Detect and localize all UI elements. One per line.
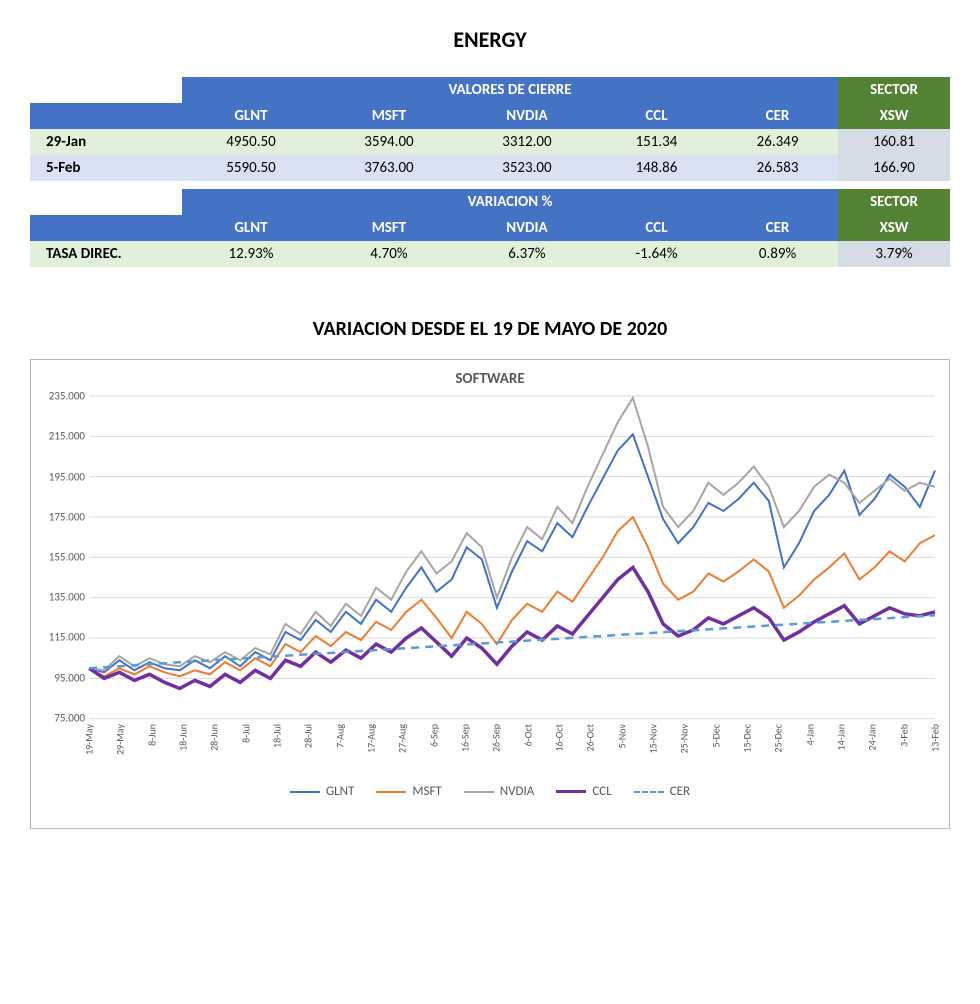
cell: 0.89% xyxy=(717,241,838,267)
variation-group-header: VARIACION % xyxy=(182,189,838,215)
cell: 12.93% xyxy=(182,241,320,267)
legend-swatch xyxy=(634,791,664,793)
x-axis-label: 26-Sep xyxy=(490,724,503,752)
x-axis-label: 25-Dec xyxy=(772,724,785,753)
chart-svg xyxy=(39,392,941,723)
legend-item: GLNT xyxy=(290,784,354,799)
cell: 3523.00 xyxy=(458,155,596,181)
cell-sector: 3.79% xyxy=(838,241,950,267)
x-axis-label: 18-Jul xyxy=(271,724,284,748)
closing-group-header: VALORES DE CIERRE xyxy=(182,77,838,103)
chart-container: SOFTWARE 75.00095.000115.000135.000155.0… xyxy=(30,359,950,829)
col-ccl: CCL xyxy=(596,215,717,241)
table-row: TASA DIREC. 12.93% 4.70% 6.37% -1.64% 0.… xyxy=(30,241,950,267)
x-axis-label: 25-Nov xyxy=(678,724,691,753)
sector-header: SECTOR xyxy=(838,189,950,215)
chart-x-axis: 19-May29-May8-Jun18-Jun28-Jun8-Jul18-Jul… xyxy=(89,722,935,778)
cell: 3312.00 xyxy=(458,129,596,155)
legend-swatch xyxy=(290,791,320,793)
table-row: 5-Feb 5590.50 3763.00 3523.00 148.86 26.… xyxy=(30,155,950,181)
sector-header: SECTOR xyxy=(838,77,950,103)
chart-inner-title: SOFTWARE xyxy=(39,370,941,388)
x-axis-label: 18-Jun xyxy=(177,724,190,751)
cell: 5590.50 xyxy=(182,155,320,181)
series-line xyxy=(89,398,935,670)
legend-item: MSFT xyxy=(376,784,441,799)
chart-title: VARIACION DESDE EL 19 DE MAYO DE 2020 xyxy=(30,317,950,341)
col-msft: MSFT xyxy=(320,103,458,129)
cell: 3594.00 xyxy=(320,129,458,155)
cell: 3763.00 xyxy=(320,155,458,181)
col-msft: MSFT xyxy=(320,215,458,241)
x-axis-label: 8-Jul xyxy=(239,724,252,743)
x-axis-label: 6-Oct xyxy=(521,724,534,746)
cell: 6.37% xyxy=(458,241,596,267)
x-axis-label: 19-May xyxy=(83,724,96,755)
x-axis-label: 26-Oct xyxy=(584,724,597,751)
x-axis-label: 15-Dec xyxy=(741,724,754,753)
x-axis-label: 17-Aug xyxy=(364,724,377,753)
row-label: 5-Feb xyxy=(30,155,182,181)
page-title: ENERGY xyxy=(30,26,950,53)
row-label: TASA DIREC. xyxy=(30,241,182,267)
cell: 151.34 xyxy=(596,129,717,155)
legend-swatch xyxy=(464,791,494,793)
row-label: 29-Jan xyxy=(30,129,182,155)
x-axis-label: 6-Sep xyxy=(427,724,440,747)
x-axis-label: 5-Nov xyxy=(615,724,628,748)
x-axis-label: 7-Aug xyxy=(333,724,346,748)
series-line xyxy=(89,615,935,668)
x-axis-label: 13-Feb xyxy=(929,724,942,752)
legend-label: NVDIA xyxy=(500,784,535,799)
x-axis-label: 5-Dec xyxy=(709,724,722,748)
col-glnt: GLNT xyxy=(182,215,320,241)
legend-label: CCL xyxy=(592,784,611,799)
legend-item: NVDIA xyxy=(464,784,535,799)
cell: -1.64% xyxy=(596,241,717,267)
series-line xyxy=(89,434,935,672)
x-axis-label: 3-Feb xyxy=(897,724,910,747)
col-nvdia: NVDIA xyxy=(458,103,596,129)
cell: 4950.50 xyxy=(182,129,320,155)
legend-label: GLNT xyxy=(326,784,354,799)
legend-item: CCL xyxy=(556,784,611,799)
col-nvdia: NVDIA xyxy=(458,215,596,241)
chart-plot-area: 75.00095.000115.000135.000155.000175.000… xyxy=(39,392,941,722)
x-axis-label: 14-Jan xyxy=(835,724,848,750)
legend-label: MSFT xyxy=(412,784,441,799)
x-axis-label: 16-Oct xyxy=(553,724,566,751)
legend-swatch xyxy=(376,791,406,793)
col-sector: XSW xyxy=(838,215,950,241)
x-axis-label: 4-Jan xyxy=(803,724,816,745)
legend-label: CER xyxy=(670,784,690,799)
x-axis-label: 24-Jan xyxy=(866,724,879,750)
x-axis-label: 28-Jul xyxy=(302,724,315,748)
col-glnt: GLNT xyxy=(182,103,320,129)
cell: 26.349 xyxy=(717,129,838,155)
col-cer: CER xyxy=(717,103,838,129)
table-row: 29-Jan 4950.50 3594.00 3312.00 151.34 26… xyxy=(30,129,950,155)
chart-legend: GLNT MSFT NVDIA CCL CER xyxy=(39,784,941,799)
cell-sector: 160.81 xyxy=(838,129,950,155)
legend-swatch xyxy=(556,790,586,793)
col-sector: XSW xyxy=(838,103,950,129)
x-axis-label: 15-Nov xyxy=(646,724,659,753)
x-axis-label: 16-Sep xyxy=(459,724,472,752)
col-ccl: CCL xyxy=(596,103,717,129)
cell-sector: 166.90 xyxy=(838,155,950,181)
series-line xyxy=(89,517,935,676)
legend-item: CER xyxy=(634,784,690,799)
x-axis-label: 8-Jun xyxy=(145,724,158,746)
cell: 148.86 xyxy=(596,155,717,181)
col-cer: CER xyxy=(717,215,838,241)
x-axis-label: 28-Jun xyxy=(208,724,221,751)
closing-values-table: VALORES DE CIERRE SECTOR GLNT MSFT NVDIA… xyxy=(30,77,950,267)
cell: 26.583 xyxy=(717,155,838,181)
cell: 4.70% xyxy=(320,241,458,267)
x-axis-label: 29-May xyxy=(114,724,127,755)
x-axis-label: 27-Aug xyxy=(396,724,409,753)
